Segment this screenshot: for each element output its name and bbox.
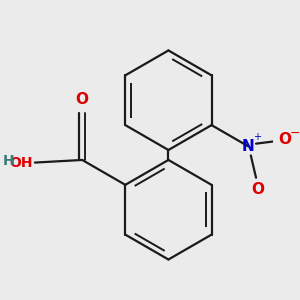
Text: O: O xyxy=(76,92,89,107)
Text: N: N xyxy=(242,139,255,154)
Text: H: H xyxy=(2,154,14,168)
Text: OH: OH xyxy=(9,156,32,170)
Text: +: + xyxy=(254,132,261,142)
Text: O: O xyxy=(278,132,291,147)
Text: O: O xyxy=(251,182,264,197)
Text: −: − xyxy=(290,127,300,140)
